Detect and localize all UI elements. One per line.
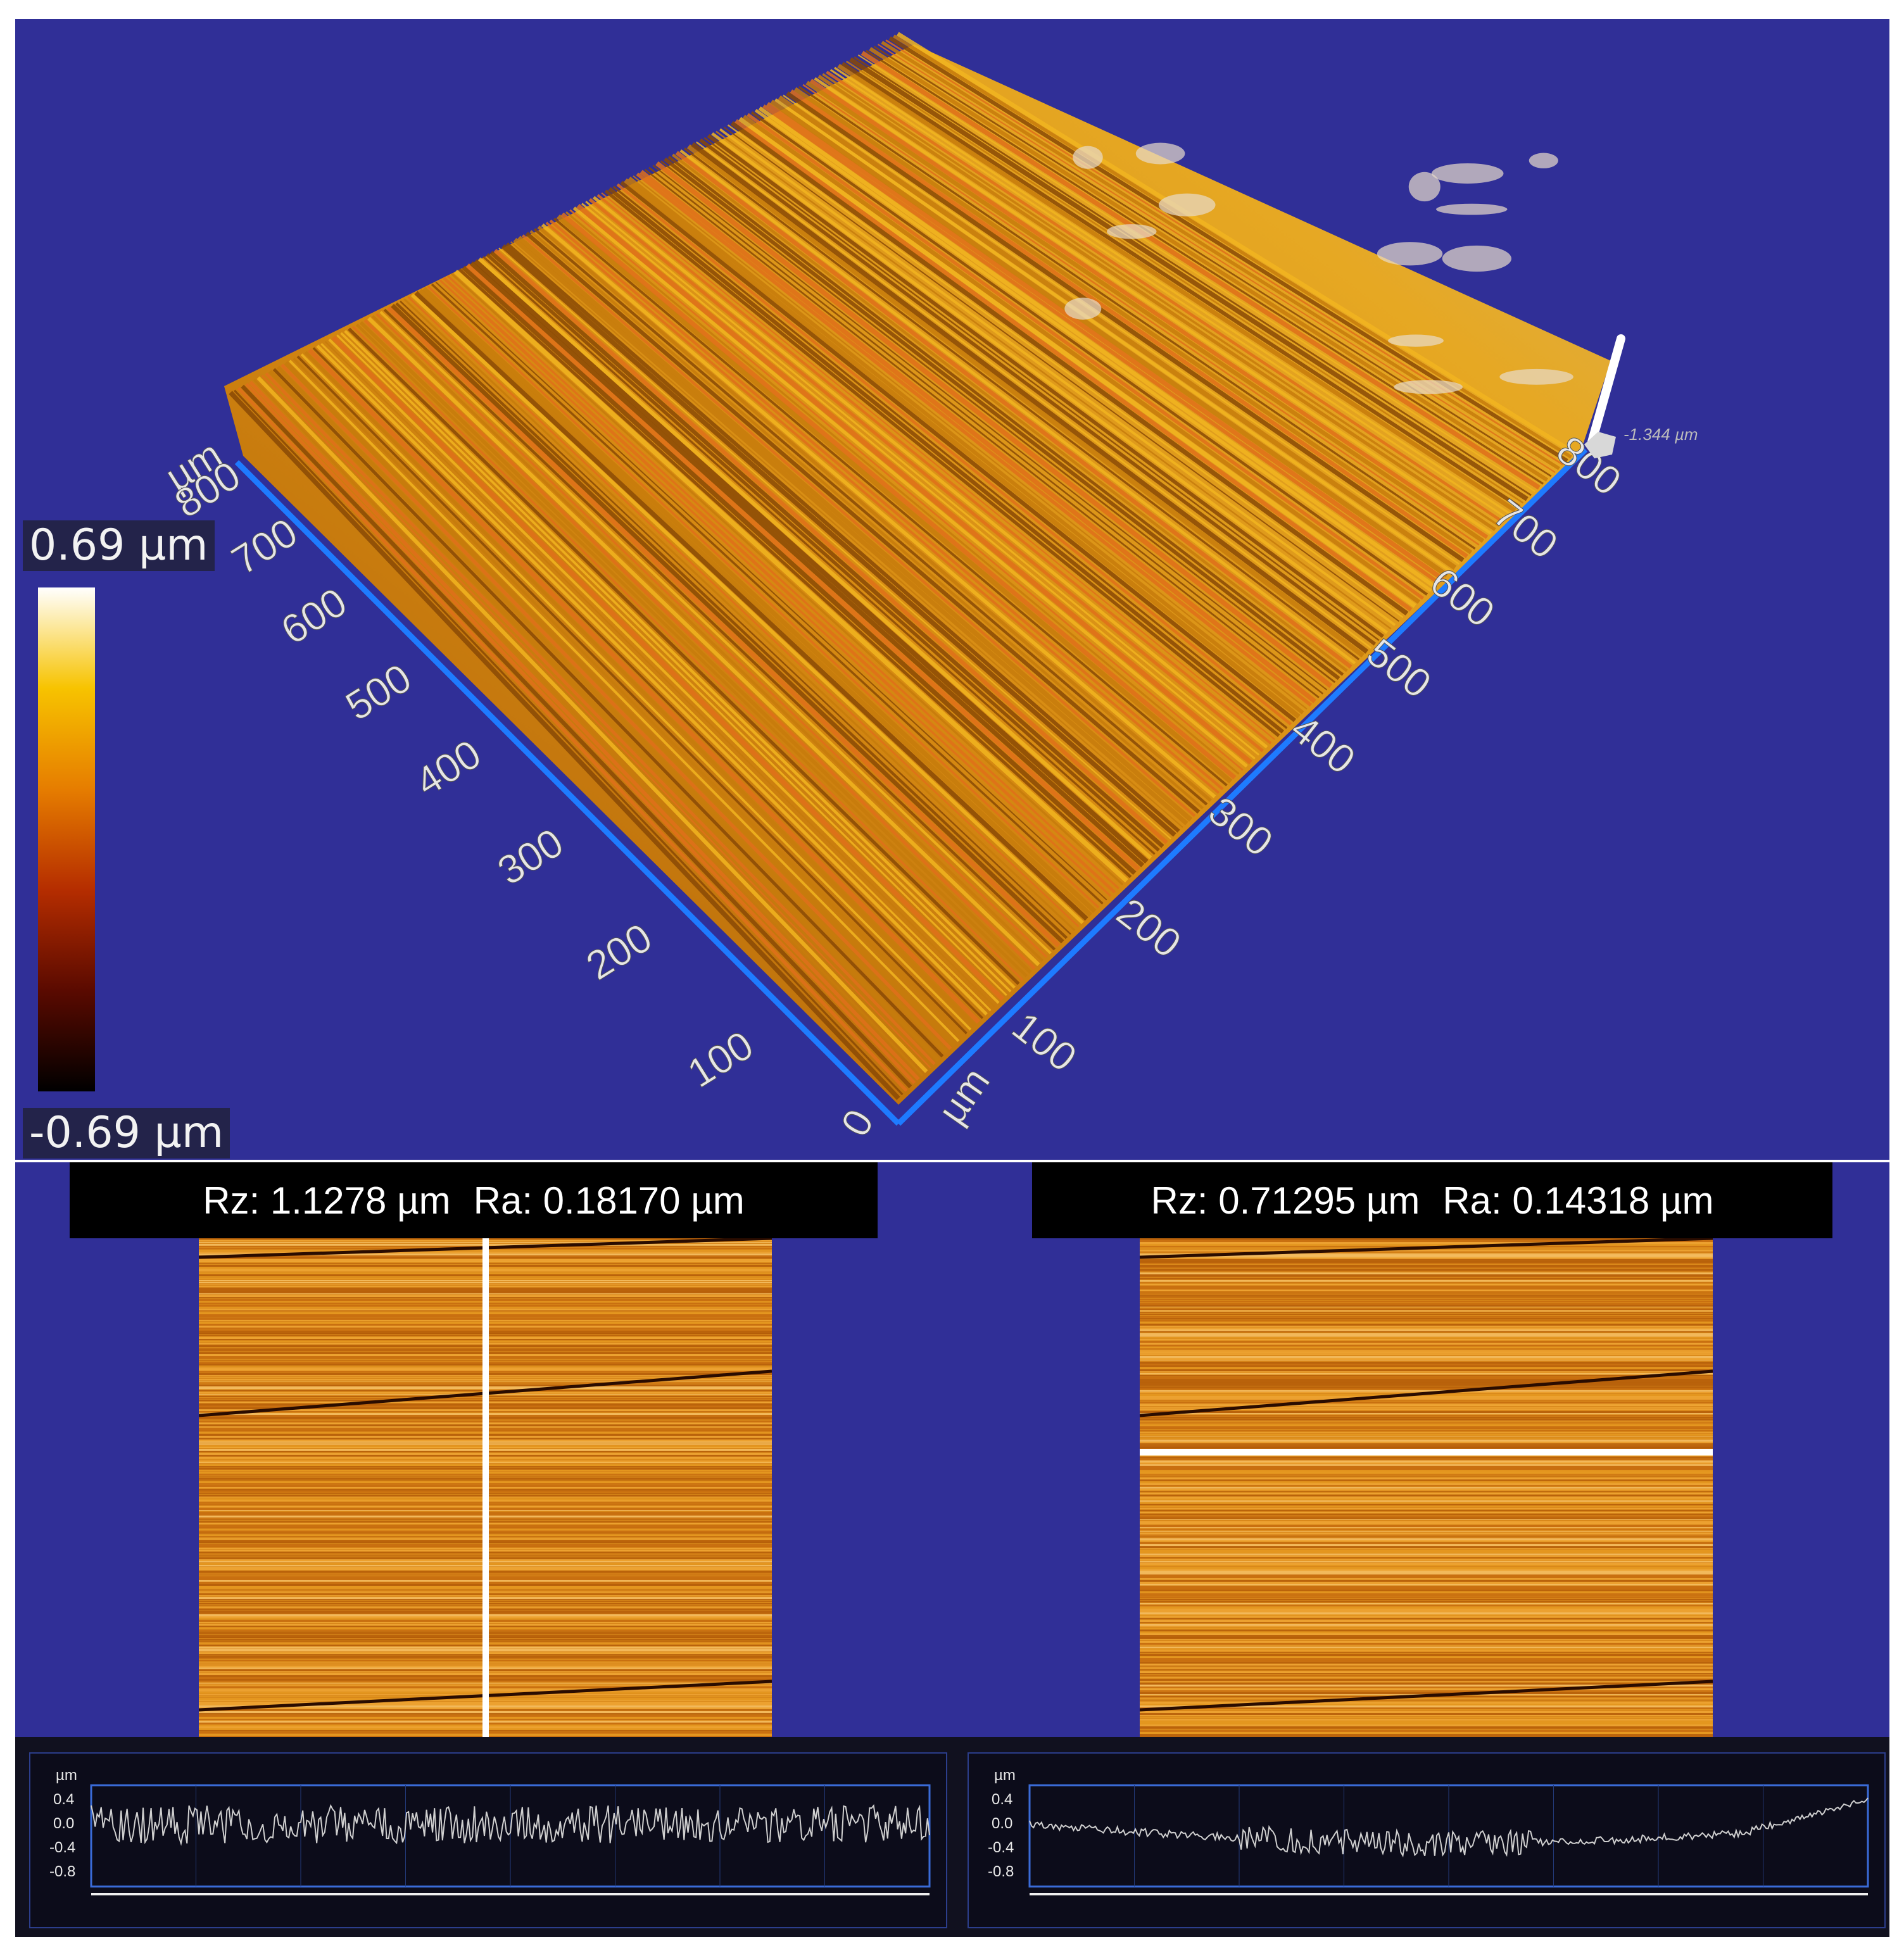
profile-trace: [1029, 1797, 1869, 1858]
profile-strip: µm 0.4 0.0 -0.4 -0.8 µm 0.4 0.0 -0.4 -0.…: [15, 1737, 1889, 1937]
surface-3d-panel: µm 800 700 600 500 400 300 200 100 0 µm …: [15, 19, 1889, 1160]
z-scale-marker-icon: [1584, 432, 1616, 458]
right-axis-tick: 100: [1004, 1003, 1085, 1080]
colorbar-max-label: 0.69 µm: [23, 520, 215, 571]
profile-unit: µm: [994, 1767, 1016, 1784]
left-axis-tick: 600: [273, 579, 355, 653]
rz-value: Rz: 0.71295 µm: [1151, 1179, 1420, 1222]
profile-tick: -0.8: [988, 1863, 1014, 1880]
profile-trace: [91, 1804, 930, 1846]
afm-map-right: [1140, 1238, 1713, 1737]
profile-tick: 0.4: [992, 1791, 1012, 1808]
profile-tick: 0.0: [53, 1815, 74, 1832]
z-scale-label: -1.344 µm: [1623, 425, 1698, 444]
maps-panel: Rz: 1.1278 µm Ra: 0.18170 µm Rz: 0.71295…: [15, 1162, 1889, 1737]
left-axis-tick: 100: [679, 1022, 761, 1096]
afm-map-right-texture: [1140, 1238, 1713, 1737]
profile-chart-right: µm 0.4 0.0 -0.4 -0.8: [968, 1752, 1886, 1928]
profile-tick: -0.4: [988, 1839, 1014, 1856]
profile-unit: µm: [56, 1767, 77, 1784]
stats-bar-right: Rz: 0.71295 µm Ra: 0.14318 µm: [1032, 1162, 1832, 1238]
surface-mesh: [224, 32, 1611, 1105]
scan-line-horizontal[interactable]: [1140, 1449, 1713, 1455]
left-axis-tick: 0: [832, 1102, 883, 1144]
stats-bar-left: Rz: 1.1278 µm Ra: 0.18170 µm: [70, 1162, 878, 1238]
profile-plot-right: µm 0.4 0.0 -0.4 -0.8: [988, 1767, 1869, 1895]
z-scale-bar: [1587, 334, 1625, 446]
left-axis-tick: 400: [407, 731, 489, 805]
afm-map-left: [199, 1238, 772, 1737]
colorbar-min-label: -0.69 µm: [23, 1108, 230, 1159]
profile-tick: -0.8: [49, 1863, 75, 1880]
left-axis-tick: 500: [337, 655, 419, 729]
profile-tick: -0.4: [49, 1839, 75, 1856]
right-axis-tick: 200: [1108, 889, 1189, 966]
profile-tick: 0.0: [992, 1815, 1012, 1832]
colorbar: [38, 587, 95, 1091]
surface-3d-plot: µm 800 700 600 500 400 300 200 100 0 µm …: [157, 32, 1698, 1145]
left-axis-tick: 300: [489, 819, 571, 894]
right-axis-unit: µm: [928, 1059, 999, 1132]
left-axis-tick: 200: [578, 914, 660, 989]
rz-value: Rz: 1.1278 µm: [203, 1179, 451, 1222]
profile-chart-left: µm 0.4 0.0 -0.4 -0.8: [29, 1752, 947, 1928]
surface-axes: [234, 447, 1588, 1126]
scan-line-vertical[interactable]: [482, 1238, 489, 1737]
profile-tick: 0.4: [53, 1791, 74, 1808]
ra-value: Ra: 0.18170 µm: [473, 1179, 745, 1222]
ra-value: Ra: 0.14318 µm: [1442, 1179, 1714, 1222]
profile-plot-left: µm 0.4 0.0 -0.4 -0.8: [49, 1767, 931, 1895]
